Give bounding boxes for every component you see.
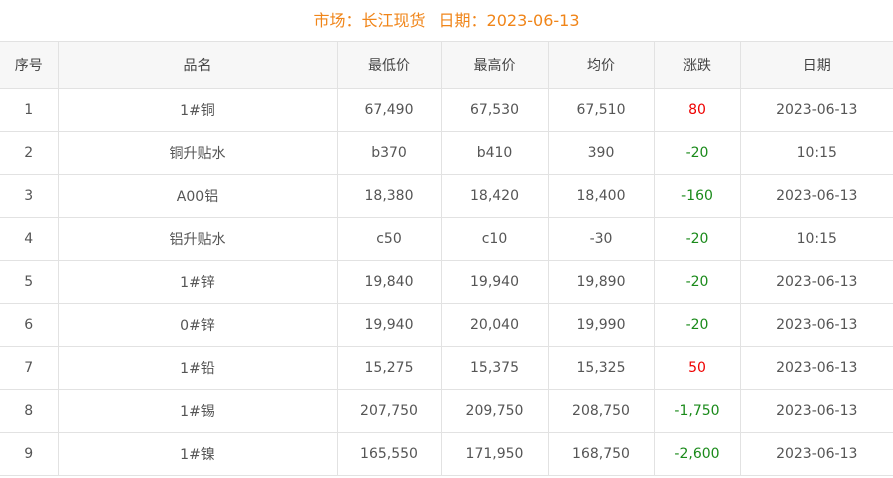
cell-no: 4: [0, 217, 59, 261]
cell-low: c50: [336, 217, 442, 261]
cell-low: 15,275: [336, 346, 442, 390]
cell-avg: 67,510: [547, 88, 655, 132]
cell-low: 19,940: [336, 303, 442, 347]
cell-avg: 19,890: [547, 260, 655, 304]
cell-name: 1#锌: [57, 260, 338, 304]
cell-avg: 208,750: [547, 389, 655, 433]
cell-date: 2023-06-13: [739, 260, 893, 304]
market-label: 市场：长江现货: [313, 11, 426, 30]
cell-change: -20: [653, 217, 741, 261]
cell-high: 171,950: [440, 432, 549, 476]
cell-change: -20: [653, 303, 741, 347]
cell-high: 209,750: [440, 389, 549, 433]
cell-avg: 390: [547, 131, 655, 175]
cell-date: 2023-06-13: [739, 88, 893, 132]
date-label: 日期：2023-06-13: [438, 11, 580, 30]
cell-date: 2023-06-13: [739, 389, 893, 433]
cell-no: 5: [0, 260, 59, 304]
table-header-row: 序号 品名 最低价 最高价 均价 涨跌 日期: [0, 41, 893, 89]
cell-high: 67,530: [440, 88, 549, 132]
cell-change: -20: [653, 131, 741, 175]
cell-high: c10: [440, 217, 549, 261]
cell-change: 50: [653, 346, 741, 390]
table-row: 5 1#锌 19,840 19,940 19,890 -20 2023-06-13: [0, 260, 893, 304]
cell-name: 1#镍: [57, 432, 338, 476]
cell-avg: -30: [547, 217, 655, 261]
cell-no: 2: [0, 131, 59, 175]
cell-change: -1,750: [653, 389, 741, 433]
cell-avg: 18,400: [547, 174, 655, 218]
cell-name: 1#铅: [57, 346, 338, 390]
cell-low: 165,550: [336, 432, 442, 476]
header-change: 涨跌: [653, 41, 741, 89]
cell-date: 10:15: [739, 131, 893, 175]
table-row: 4 铝升贴水 c50 c10 -30 -20 10:15: [0, 217, 893, 261]
cell-name: 1#铜: [57, 88, 338, 132]
cell-change: -20: [653, 260, 741, 304]
cell-date: 2023-06-13: [739, 174, 893, 218]
table-row: 9 1#镍 165,550 171,950 168,750 -2,600 2023-06-1…: [0, 432, 893, 476]
cell-no: 1: [0, 88, 59, 132]
table-row: 3 A00铝 18,380 18,420 18,400 -160 2023-06-13: [0, 174, 893, 218]
header-date: 日期: [739, 41, 893, 89]
cell-no: 6: [0, 303, 59, 347]
cell-high: b410: [440, 131, 549, 175]
cell-name: A00铝: [57, 174, 338, 218]
table-row: 6 0#锌 19,940 20,040 19,990 -20 2023-06-13: [0, 303, 893, 347]
table-row: 7 1#铅 15,275 15,375 15,325 50 2023-06-13: [0, 346, 893, 390]
cell-avg: 168,750: [547, 432, 655, 476]
page-title: 市场：长江现货 日期：2023-06-13: [0, 0, 893, 41]
cell-no: 3: [0, 174, 59, 218]
cell-change: -2,600: [653, 432, 741, 476]
cell-low: 18,380: [336, 174, 442, 218]
table-row: 8 1#锡 207,750 209,750 208,750 -1,750 2023-06-1…: [0, 389, 893, 433]
cell-no: 9: [0, 432, 59, 476]
cell-name: 0#锌: [57, 303, 338, 347]
cell-high: 15,375: [440, 346, 549, 390]
table-row: 2 铜升贴水 b370 b410 390 -20 10:15: [0, 131, 893, 175]
cell-date: 10:15: [739, 217, 893, 261]
cell-no: 8: [0, 389, 59, 433]
cell-avg: 19,990: [547, 303, 655, 347]
cell-low: 207,750: [336, 389, 442, 433]
header-name: 品名: [57, 41, 338, 89]
header-avg: 均价: [547, 41, 655, 89]
header-high: 最高价: [440, 41, 549, 89]
cell-no: 7: [0, 346, 59, 390]
cell-name: 铝升贴水: [57, 217, 338, 261]
cell-name: 1#锡: [57, 389, 338, 433]
price-table: 序号 品名 最低价 最高价 均价 涨跌 日期 1 1#铜 67,490 67,530 6…: [0, 41, 893, 476]
cell-change: 80: [653, 88, 741, 132]
header-no: 序号: [0, 41, 59, 89]
cell-avg: 15,325: [547, 346, 655, 390]
cell-low: b370: [336, 131, 442, 175]
header-low: 最低价: [336, 41, 442, 89]
cell-high: 19,940: [440, 260, 549, 304]
cell-high: 18,420: [440, 174, 549, 218]
cell-low: 19,840: [336, 260, 442, 304]
cell-change: -160: [653, 174, 741, 218]
table-row: 1 1#铜 67,490 67,530 67,510 80 2023-06-13: [0, 88, 893, 132]
cell-date: 2023-06-13: [739, 432, 893, 476]
cell-low: 67,490: [336, 88, 442, 132]
cell-high: 20,040: [440, 303, 549, 347]
cell-date: 2023-06-13: [739, 303, 893, 347]
cell-name: 铜升贴水: [57, 131, 338, 175]
cell-date: 2023-06-13: [739, 346, 893, 390]
